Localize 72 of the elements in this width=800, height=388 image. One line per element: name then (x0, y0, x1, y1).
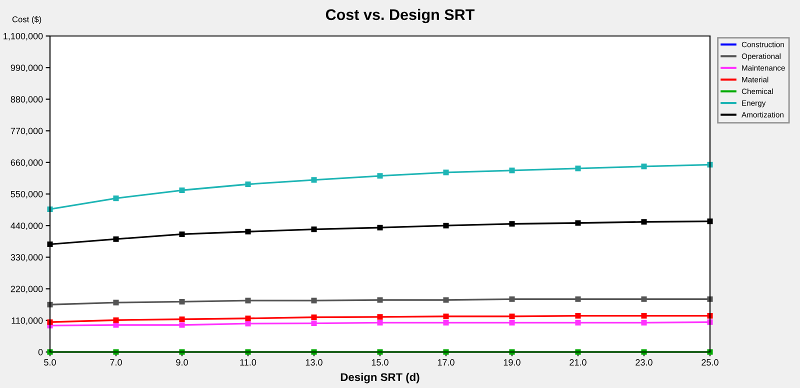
point (113, 322, 119, 328)
point (47, 241, 53, 248)
x-tick-label: 13.0 (306, 359, 322, 366)
x-tick-label: 19.0 (504, 359, 520, 366)
x-tick-label: 21.0 (570, 359, 586, 366)
x-tick-label: 7.0 (110, 359, 122, 366)
point (377, 173, 383, 179)
point (641, 164, 647, 170)
x-tick-label: 17.0 (438, 359, 454, 366)
point (311, 177, 317, 183)
point (311, 320, 317, 326)
point (377, 297, 383, 303)
point (641, 313, 647, 319)
point (443, 314, 449, 320)
point (377, 320, 383, 326)
point (575, 296, 581, 302)
point (179, 187, 185, 194)
point (179, 231, 185, 237)
point (509, 221, 515, 227)
point (311, 226, 317, 232)
point (509, 314, 515, 320)
x-tick-label: 11.0 (240, 359, 256, 366)
point (377, 224, 383, 230)
point (509, 320, 515, 326)
x-axis-title: Design SRT (d) (340, 372, 420, 384)
point (509, 168, 515, 174)
point (509, 296, 515, 302)
point (113, 300, 119, 306)
point (575, 220, 581, 226)
point (575, 320, 581, 326)
point (575, 166, 581, 172)
y-tick-label: 0 (38, 348, 43, 356)
point (245, 316, 251, 322)
point (245, 320, 251, 326)
y-tick-label: 880,000 (10, 96, 43, 104)
point (245, 181, 251, 188)
x-tick-label: 23.0 (636, 359, 652, 366)
point (245, 298, 251, 304)
point (707, 218, 713, 224)
point (113, 317, 119, 323)
point (311, 314, 317, 320)
y-tick-label: 990,000 (10, 64, 43, 72)
point (311, 298, 317, 304)
x-tick-label: 25.0 (702, 359, 718, 366)
y-tick-label: 440,000 (10, 222, 43, 230)
y-tick-label: 1,100,000 (4, 32, 43, 40)
x-tick-label: 5.0 (44, 359, 56, 366)
y-tick-label: 110,000 (12, 317, 43, 325)
point (575, 313, 581, 319)
point (641, 296, 647, 302)
point (641, 219, 647, 225)
y-tick-label: 220,000 (10, 286, 43, 294)
y-tick-label: 330,000 (10, 254, 43, 262)
chart-title: Cost vs. Design SRT (326, 8, 475, 24)
point (113, 236, 119, 242)
y-tick-label: 550,000 (10, 190, 43, 198)
point (179, 298, 185, 305)
point (377, 314, 383, 320)
point (443, 222, 449, 228)
y-tick-label: 660,000 (10, 159, 43, 167)
y-tick-label: 770,000 (10, 128, 43, 136)
point (641, 320, 647, 326)
point (443, 320, 449, 326)
point (443, 297, 449, 303)
point (443, 170, 449, 176)
point (179, 316, 185, 322)
y-axis-title: Cost ($) (12, 16, 42, 24)
x-tick-label: 9.0 (176, 359, 188, 366)
x-tick-label: 15.0 (372, 359, 388, 366)
point (113, 196, 119, 202)
point (179, 322, 185, 328)
point (245, 228, 251, 234)
